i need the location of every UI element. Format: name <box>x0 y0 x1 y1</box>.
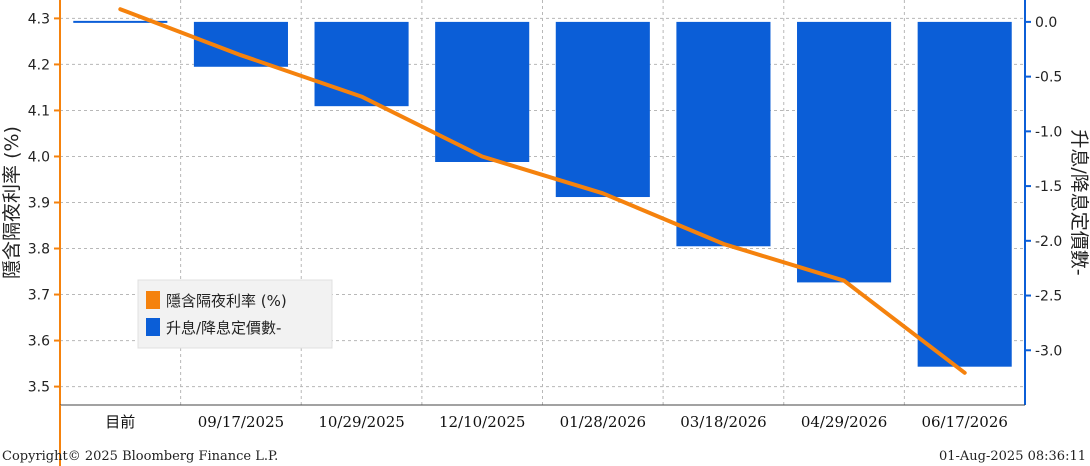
line-series <box>118 7 967 375</box>
bar <box>676 21 771 247</box>
legend-label-rate: 隱含隔夜利率 (%) <box>166 292 287 310</box>
left-tick-label: 3.7 <box>28 288 50 304</box>
axes <box>54 0 1031 466</box>
left-tick-label: 4.3 <box>28 11 50 27</box>
legend-box <box>137 279 333 349</box>
right-tick-label: -2.5 <box>1035 289 1062 305</box>
x-tick-label: 01/28/2026 <box>560 413 646 431</box>
right-tick-label: -2.0 <box>1035 234 1062 250</box>
bar <box>435 21 530 162</box>
left-tick-label: 3.8 <box>28 242 50 258</box>
bar <box>797 21 892 283</box>
legend-swatch-rate <box>146 291 160 309</box>
legend-swatch-pricing <box>146 318 160 336</box>
right-tick-label: -1.5 <box>1035 179 1062 195</box>
x-tick-label: 09/17/2025 <box>198 413 284 431</box>
x-tick-label: 10/29/2025 <box>318 413 404 431</box>
axis-titles: 隱含隔夜利率 (%) 升息/降息定價數- <box>1 126 1090 279</box>
legend: 隱含隔夜利率 (%) 升息/降息定價數- <box>137 279 333 349</box>
right-tick-label: -0.5 <box>1035 70 1062 86</box>
bar <box>314 21 409 107</box>
x-tick-label: 03/18/2026 <box>680 413 766 431</box>
bar <box>555 21 650 198</box>
bar-series <box>73 20 1012 367</box>
left-tick-label: 3.5 <box>28 380 50 396</box>
right-axis-title: 升息/降息定價數- <box>1068 129 1090 275</box>
left-tick-label: 3.9 <box>28 196 50 212</box>
timestamp-text: 01-Aug-2025 08:36:11 <box>938 449 1086 464</box>
right-tick-label: 0.0 <box>1035 15 1057 31</box>
left-tick-label: 4.0 <box>28 149 50 165</box>
x-tick-label: 06/17/2026 <box>921 413 1007 431</box>
left-tick-label: 4.1 <box>28 103 50 119</box>
right-tick-label: -1.0 <box>1035 124 1062 140</box>
x-tick-label: 12/10/2025 <box>439 413 525 431</box>
left-tick-label: 3.6 <box>28 334 50 350</box>
bar <box>917 21 1012 367</box>
rate-line <box>118 7 967 375</box>
copyright-text: Copyright© 2025 Bloomberg Finance L.P. <box>2 449 279 464</box>
tick-labels: 4.3 4.2 4.1 4.0 3.9 3.8 3.7 3.6 3.5 0.0 -0.5 -1.0 -1… <box>28 11 1063 431</box>
right-tick-label: -3.0 <box>1035 343 1062 359</box>
x-tick-label: 04/29/2026 <box>801 413 887 431</box>
left-axis-title: 隱含隔夜利率 (%) <box>1 126 23 279</box>
x-tick-label: 目前 <box>105 413 135 431</box>
left-tick-label: 4.2 <box>28 57 50 73</box>
legend-label-pricing: 升息/降息定價數- <box>166 319 281 337</box>
